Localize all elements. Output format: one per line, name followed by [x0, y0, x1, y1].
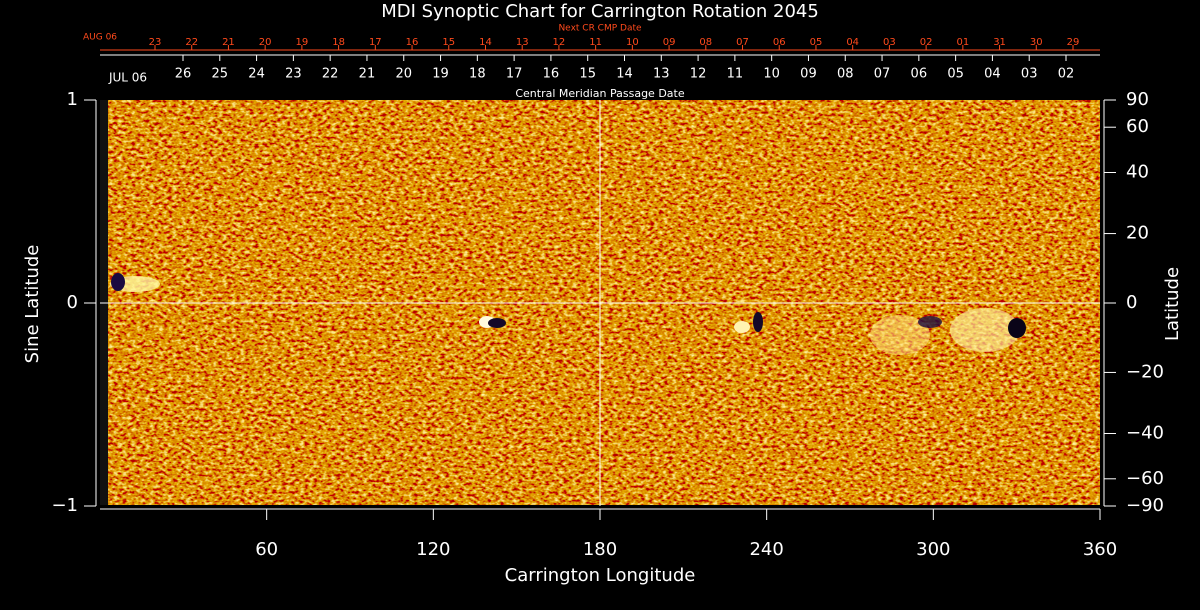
next-date-label: 10 — [626, 37, 639, 48]
next-date-label: 12 — [553, 37, 566, 48]
cmp-date-label: 14 — [616, 67, 633, 82]
x-tick-label: 300 — [916, 539, 950, 560]
cmp-date-label: 07 — [874, 67, 891, 82]
y2-tick-label: 60 — [1126, 116, 1149, 137]
next-date-label: 31 — [993, 37, 1006, 48]
y2-tick-label: −20 — [1126, 361, 1164, 382]
y-tick-label: 0 — [67, 292, 78, 313]
next-date-label: 29 — [1067, 37, 1080, 48]
y2-tick-label: −60 — [1126, 468, 1164, 489]
next-date-label: 08 — [699, 37, 712, 48]
next-date-label: 01 — [956, 37, 969, 48]
cmp-date-label: 02 — [1058, 67, 1075, 82]
next-date-label: 05 — [810, 37, 823, 48]
y2-tick-label: 90 — [1126, 89, 1149, 110]
cmp-date-label: 11 — [727, 67, 744, 82]
cmp-date-label: 17 — [506, 67, 523, 82]
dark-spot — [488, 318, 506, 328]
next-date-label: 03 — [883, 37, 896, 48]
cmp-date-label: 15 — [579, 67, 596, 82]
next-date-label: 06 — [773, 37, 786, 48]
y2-tick-label: 0 — [1126, 292, 1137, 313]
next-date-label: 11 — [589, 37, 602, 48]
x-tick-label: 240 — [749, 539, 783, 560]
dark-spot — [753, 312, 763, 332]
next-date-label: 30 — [1030, 37, 1043, 48]
dark-spot — [111, 273, 125, 291]
next-date-label: 02 — [920, 37, 933, 48]
next-date-label: 15 — [442, 37, 455, 48]
cmp-date-label: 12 — [690, 67, 707, 82]
next-axis-title: Next CR CMP Date — [558, 24, 642, 34]
cmp-date-label: 20 — [395, 67, 412, 82]
next-date-label: 21 — [222, 37, 235, 48]
cmp-date-label: 13 — [653, 67, 670, 82]
bright-region — [870, 315, 930, 355]
cmp-date-label: 06 — [911, 67, 928, 82]
x-tick-label: 180 — [583, 539, 617, 560]
cmp-date-label: 18 — [469, 67, 486, 82]
next-month: AUG 06 — [83, 33, 117, 43]
next-date-label: 17 — [369, 37, 382, 48]
cmp-date-label: 21 — [359, 67, 376, 82]
cmp-month: JUL 06 — [108, 71, 147, 85]
cmp-date-label: 16 — [543, 67, 560, 82]
next-date-label: 19 — [296, 37, 309, 48]
next-date-label: 04 — [846, 37, 859, 48]
bright-region — [950, 308, 1020, 352]
next-date-label: 07 — [736, 37, 749, 48]
y-axis-label: Sine Latitude — [22, 245, 43, 364]
x-tick-label: 120 — [416, 539, 450, 560]
cmp-date-label: 09 — [800, 67, 817, 82]
next-date-label: 18 — [332, 37, 345, 48]
cmp-date-label: 05 — [947, 67, 964, 82]
cmp-date-label: 22 — [322, 67, 339, 82]
next-date-label: 23 — [149, 37, 162, 48]
y-tick-label: −1 — [51, 495, 78, 516]
cmp-date-label: 24 — [248, 67, 265, 82]
cmp-date-label: 08 — [837, 67, 854, 82]
next-date-label: 20 — [259, 37, 272, 48]
y2-tick-label: 40 — [1126, 162, 1149, 183]
x-tick-label: 360 — [1083, 539, 1117, 560]
cmp-date-label: 25 — [212, 67, 229, 82]
bright-region — [734, 321, 750, 333]
cmp-date-label: 03 — [1021, 67, 1038, 82]
next-date-label: 14 — [479, 37, 492, 48]
y-tick-label: 1 — [67, 89, 78, 110]
y2-axis-label: Latitude — [1162, 267, 1183, 341]
cmp-date-label: 10 — [763, 67, 780, 82]
next-date-label: 13 — [516, 37, 529, 48]
dark-spot — [918, 316, 942, 328]
cmp-axis-title: Central Meridian Passage Date — [515, 87, 684, 100]
cmp-date-label: 23 — [285, 67, 302, 82]
x-axis-label: Carrington Longitude — [505, 565, 696, 586]
y2-tick-label: 20 — [1126, 223, 1149, 244]
dark-spot — [1008, 318, 1026, 338]
cmp-date-label: 04 — [984, 67, 1001, 82]
y2-tick-label: −90 — [1126, 495, 1164, 516]
next-date-label: 09 — [663, 37, 676, 48]
x-tick-label: 60 — [255, 539, 278, 560]
cmp-date-label: 19 — [432, 67, 449, 82]
next-date-label: 16 — [406, 37, 419, 48]
chart-title: MDI Synoptic Chart for Carrington Rotati… — [381, 1, 819, 22]
y2-tick-label: −40 — [1126, 422, 1164, 443]
cmp-date-label: 26 — [175, 67, 192, 82]
next-date-label: 22 — [185, 37, 198, 48]
